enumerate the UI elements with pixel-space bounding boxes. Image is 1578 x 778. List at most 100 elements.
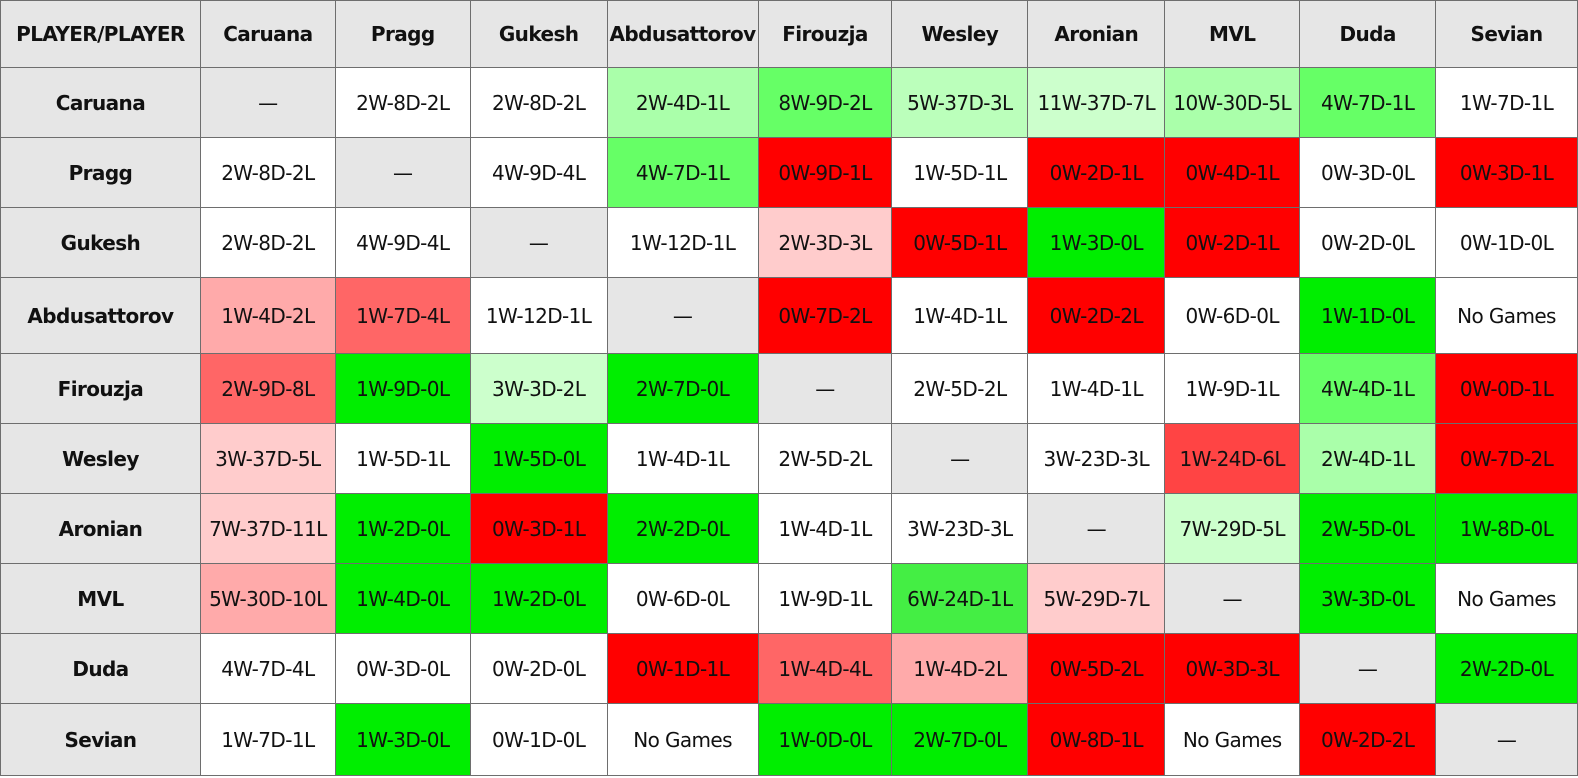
result-cell: 1W-24D-6L: [1164, 423, 1301, 494]
result-cell: 2W-7D-0L: [891, 703, 1029, 776]
result-cell: 1W-9D-1L: [1164, 353, 1301, 424]
result-cell: 7W-37D-11L: [199, 493, 336, 564]
column-header: Gukesh: [469, 0, 608, 68]
result-cell: 1W-0D-0L: [757, 703, 893, 776]
result-cell: 1W-1D-0L: [1299, 277, 1437, 354]
result-cell: 1W-12D-1L: [469, 277, 608, 354]
column-header: Pragg: [334, 0, 471, 68]
result-cell: No Games: [1164, 703, 1301, 776]
result-cell: 0W-2D-2L: [1299, 703, 1437, 776]
column-header: Aronian: [1027, 0, 1166, 68]
result-cell: 1W-2D-0L: [469, 563, 608, 634]
result-cell: 1W-5D-1L: [334, 423, 471, 494]
result-cell: 2W-7D-0L: [606, 353, 759, 424]
self-cell: —: [199, 67, 336, 138]
result-cell: 2W-5D-0L: [1299, 493, 1437, 564]
result-cell: 3W-3D-0L: [1299, 563, 1437, 634]
row-header: MVL: [0, 563, 201, 634]
result-cell: 1W-7D-1L: [199, 703, 336, 776]
result-cell: 1W-7D-1L: [1435, 67, 1578, 138]
result-cell: 0W-1D-0L: [1435, 207, 1578, 278]
result-cell: 1W-7D-4L: [334, 277, 471, 354]
table-row: MVL 5W-30D-10L 1W-4D-0L 1W-2D-0L 0W-6D-0L 1W-…: [0, 563, 1578, 634]
result-cell: 7W-29D-5L: [1164, 493, 1301, 564]
result-cell: 11W-37D-7L: [1027, 67, 1166, 138]
corner-header: PLAYER/PLAYER: [0, 0, 201, 68]
row-header: Sevian: [0, 703, 201, 776]
result-cell: No Games: [1435, 277, 1578, 354]
result-cell: 2W-9D-8L: [199, 353, 336, 424]
result-cell: 0W-3D-0L: [334, 633, 471, 704]
result-cell: 1W-8D-0L: [1435, 493, 1578, 564]
table-row: Duda 4W-7D-4L 0W-3D-0L 0W-2D-0L 0W-1D-1L 1W-4…: [0, 633, 1578, 704]
result-cell: 5W-37D-3L: [891, 67, 1029, 138]
self-cell: —: [1027, 493, 1166, 564]
table-row: Gukesh 2W-8D-2L 4W-9D-4L —1W-12D-1L 2W-3D-3L…: [0, 207, 1578, 278]
result-cell: 5W-30D-10L: [199, 563, 336, 634]
result-cell: 1W-3D-0L: [1027, 207, 1166, 278]
column-header: MVL: [1164, 0, 1301, 68]
result-cell: 2W-8D-2L: [199, 207, 336, 278]
result-cell: No Games: [606, 703, 759, 776]
result-cell: 1W-3D-0L: [334, 703, 471, 776]
row-header: Caruana: [0, 67, 201, 138]
result-cell: 2W-2D-0L: [606, 493, 759, 564]
row-header: Wesley: [0, 423, 201, 494]
result-cell: 1W-4D-1L: [891, 277, 1029, 354]
table-row: Pragg 2W-8D-2L —4W-9D-4L 4W-7D-1L 0W-9D-1L 1W…: [0, 137, 1578, 208]
result-cell: 1W-5D-0L: [469, 423, 608, 494]
header-row: PLAYER/PLAYER Caruana Pragg Gukesh Abdus…: [0, 0, 1578, 68]
result-cell: 0W-2D-2L: [1027, 277, 1166, 354]
result-cell: 2W-4D-1L: [606, 67, 759, 138]
column-header: Firouzja: [757, 0, 893, 68]
result-cell: 6W-24D-1L: [891, 563, 1029, 634]
table-row: Caruana —2W-8D-2L 2W-8D-2L 2W-4D-1L 8W-9D-2L…: [0, 67, 1578, 138]
result-cell: 0W-4D-1L: [1164, 137, 1301, 208]
result-cell: 0W-6D-0L: [606, 563, 759, 634]
result-cell: 1W-5D-1L: [891, 137, 1029, 208]
result-cell: 0W-5D-2L: [1027, 633, 1166, 704]
self-cell: —: [334, 137, 471, 208]
result-cell: 4W-7D-1L: [1299, 67, 1437, 138]
self-cell: —: [606, 277, 759, 354]
result-cell: 0W-5D-1L: [891, 207, 1029, 278]
result-cell: 0W-9D-1L: [757, 137, 893, 208]
result-cell: 1W-4D-1L: [606, 423, 759, 494]
table-row: Abdusattorov 1W-4D-2L 1W-7D-4L 1W-12D-1L — 0W…: [0, 277, 1578, 354]
table-row: Firouzja 2W-9D-8L 1W-9D-0L 3W-3D-2L 2W-7D-0L…: [0, 353, 1578, 424]
self-cell: —: [757, 353, 893, 424]
result-cell: 4W-9D-4L: [469, 137, 608, 208]
result-cell: 0W-2D-1L: [1027, 137, 1166, 208]
result-cell: 0W-1D-0L: [469, 703, 608, 776]
result-cell: 1W-4D-4L: [757, 633, 893, 704]
result-cell: 1W-4D-1L: [757, 493, 893, 564]
result-cell: 0W-3D-0L: [1299, 137, 1437, 208]
row-header: Abdusattorov: [0, 277, 201, 354]
result-cell: 10W-30D-5L: [1164, 67, 1301, 138]
self-cell: —: [891, 423, 1029, 494]
result-cell: 1W-4D-2L: [199, 277, 336, 354]
result-cell: 1W-9D-0L: [334, 353, 471, 424]
result-cell: 3W-23D-3L: [1027, 423, 1166, 494]
result-cell: 0W-2D-0L: [1299, 207, 1437, 278]
result-cell: 1W-4D-2L: [891, 633, 1029, 704]
table-row: Sevian 1W-7D-1L 1W-3D-0L 0W-1D-0L No Games 1W…: [0, 703, 1578, 776]
row-header: Pragg: [0, 137, 201, 208]
result-cell: 1W-4D-0L: [334, 563, 471, 634]
result-cell: 0W-7D-2L: [1435, 423, 1578, 494]
result-cell: 8W-9D-2L: [757, 67, 893, 138]
result-cell: 5W-29D-7L: [1027, 563, 1166, 634]
result-cell: 0W-1D-1L: [606, 633, 759, 704]
result-cell: 2W-4D-1L: [1299, 423, 1437, 494]
result-cell: 0W-3D-3L: [1164, 633, 1301, 704]
result-cell: 2W-8D-2L: [469, 67, 608, 138]
column-header: Sevian: [1435, 0, 1578, 68]
result-cell: 4W-7D-4L: [199, 633, 336, 704]
result-cell: No Games: [1435, 563, 1578, 634]
table-row: Aronian 7W-37D-11L 1W-2D-0L 0W-3D-1L 2W-2D-0…: [0, 493, 1578, 564]
result-cell: 2W-5D-2L: [757, 423, 893, 494]
result-cell: 2W-8D-2L: [334, 67, 471, 138]
row-header: Aronian: [0, 493, 201, 564]
result-cell: 0W-2D-0L: [469, 633, 608, 704]
